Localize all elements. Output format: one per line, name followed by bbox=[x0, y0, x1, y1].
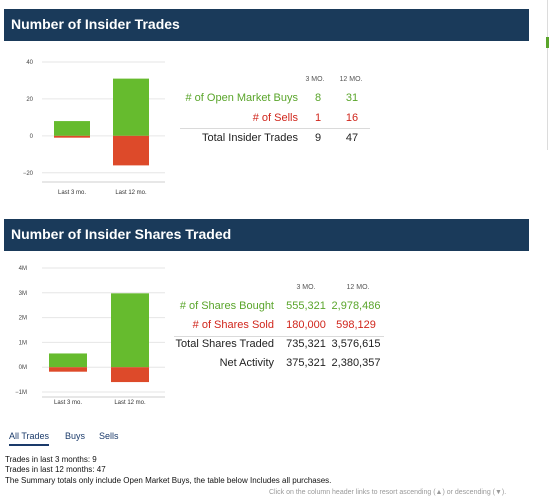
x-category-label: Last 12 mo. bbox=[114, 400, 146, 406]
bar-positive bbox=[113, 78, 149, 136]
trades-row-value-3mo: 8 bbox=[314, 92, 322, 104]
summary-line-12mo: Trades in last 12 months: 47 bbox=[5, 465, 106, 474]
shares-row-value-12mo: 2,380,357 bbox=[331, 357, 381, 369]
y-tick-label: 0M bbox=[19, 365, 27, 371]
bar-positive bbox=[49, 353, 87, 368]
shares-row-value-12mo: 2,978,486 bbox=[331, 300, 381, 312]
bar-positive bbox=[54, 121, 90, 136]
summary-line-3mo: Trades in last 3 months: 9 bbox=[5, 455, 97, 464]
trades-row-value-12mo: 31 bbox=[345, 92, 359, 104]
y-tick-label: 40 bbox=[26, 60, 33, 66]
shares-total-divider bbox=[174, 336, 384, 337]
x-category-label: Last 3 mo. bbox=[54, 400, 82, 406]
x-category-label: Last 3 mo. bbox=[58, 190, 86, 196]
tab-buys[interactable]: Buys bbox=[65, 431, 86, 441]
y-tick-label: −20 bbox=[23, 171, 34, 177]
trades-row-label: # of Sells bbox=[252, 112, 298, 124]
shares-row-label: Total Shares Traded bbox=[175, 338, 274, 350]
bar-negative bbox=[111, 367, 149, 383]
summary-note: The Summary totals only include Open Mar… bbox=[5, 476, 332, 485]
shares-row-label: # of Shares Sold bbox=[192, 319, 274, 331]
trades-total-divider bbox=[180, 128, 370, 129]
shares-panel-title: Number of Insider Shares Traded bbox=[11, 226, 232, 242]
trades-bar-chart: 40 20 0 −20 Last 3 mo. Last 12 mo. bbox=[23, 60, 165, 196]
y-tick-label: 20 bbox=[26, 97, 33, 103]
y-tick-label: 2M bbox=[19, 316, 27, 322]
shares-row-label: Net Activity bbox=[219, 357, 274, 369]
bar-negative bbox=[113, 135, 149, 166]
trades-panel-title: Number of Insider Trades bbox=[11, 16, 180, 32]
bar-positive bbox=[111, 293, 149, 368]
y-tick-label: 0 bbox=[30, 134, 34, 140]
shares-bar-chart: 4M 3M 2M 1M 0M −1M Last 3 mo. Last 12 mo. bbox=[15, 266, 165, 406]
trades-row-value-12mo: 16 bbox=[345, 112, 359, 124]
trades-row-value-3mo: 1 bbox=[314, 112, 322, 124]
shares-row-label: # of Shares Bought bbox=[179, 300, 274, 312]
bar-negative bbox=[49, 367, 87, 372]
x-category-label: Last 12 mo. bbox=[115, 190, 147, 196]
trades-row-label: Total Insider Trades bbox=[202, 132, 298, 144]
y-tick-label: −1M bbox=[15, 390, 27, 396]
y-tick-label: 4M bbox=[19, 266, 27, 272]
trades-summary-table: 3 MO. 12 MO. # of Open Market Buys 8 31 # o… bbox=[170, 72, 370, 152]
y-tick-label: 3M bbox=[19, 291, 27, 297]
right-edge-divider bbox=[547, 0, 548, 150]
trades-col-3mo: 3 MO. bbox=[305, 76, 325, 83]
tab-all-trades[interactable]: All Trades bbox=[9, 431, 50, 446]
trades-col-12mo: 12 MO. bbox=[339, 76, 363, 83]
shares-col-12mo: 12 MO. bbox=[346, 284, 370, 291]
trades-row-value-12mo: 47 bbox=[345, 132, 359, 144]
shares-summary-table: 3 MO. 12 MO. # of Shares Bought 555,321 2,… bbox=[170, 282, 385, 382]
shares-panel-header: Number of Insider Shares Traded bbox=[4, 219, 529, 251]
tab-sells[interactable]: Sells bbox=[99, 431, 119, 441]
bar-negative bbox=[54, 135, 90, 138]
trades-row-label: # of Open Market Buys bbox=[185, 92, 299, 104]
shares-row-value-3mo: 375,321 bbox=[286, 357, 326, 369]
trades-row-value-3mo: 9 bbox=[314, 132, 322, 144]
right-edge-marker bbox=[546, 37, 549, 48]
sort-hint: Click on the column header links to reso… bbox=[269, 489, 507, 496]
shares-row-value-12mo: 3,576,615 bbox=[331, 338, 381, 350]
shares-row-value-3mo: 555,321 bbox=[286, 300, 326, 312]
shares-row-value-3mo: 180,000 bbox=[286, 319, 326, 331]
y-tick-label: 1M bbox=[19, 340, 27, 346]
shares-row-value-12mo: 598,129 bbox=[336, 319, 376, 331]
trades-panel-header: Number of Insider Trades bbox=[4, 9, 529, 41]
shares-row-value-3mo: 735,321 bbox=[286, 338, 326, 350]
shares-col-3mo: 3 MO. bbox=[296, 284, 316, 291]
